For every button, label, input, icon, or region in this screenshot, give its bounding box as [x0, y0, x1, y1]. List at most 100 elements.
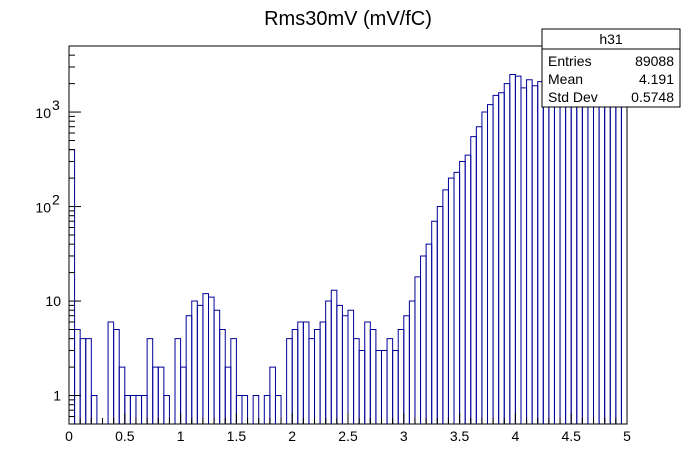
histogram-bin: [325, 300, 332, 424]
histogram-bin: [436, 206, 444, 424]
histogram-bin: [330, 289, 338, 424]
histogram-bin: [403, 315, 410, 424]
stats-row-value: 4.191: [639, 71, 674, 87]
histogram-bin: [302, 321, 310, 424]
x-tick-label: 5: [623, 428, 631, 444]
x-tick-label: 0: [65, 428, 73, 444]
histogram-bin: [408, 300, 416, 424]
histogram-bin: [375, 349, 382, 424]
histogram-bin: [141, 395, 148, 424]
histogram-bin: [124, 395, 131, 424]
histogram-bin: [358, 349, 366, 424]
histogram-bin: [542, 81, 550, 424]
x-tick-label: 4.5: [561, 428, 581, 444]
histogram-bin: [420, 255, 427, 424]
histogram-bin: [336, 304, 343, 424]
histogram-bin: [587, 87, 595, 424]
histogram-bin: [369, 329, 377, 424]
stats-row-value: 89088: [635, 53, 674, 69]
histogram-bin: [392, 349, 399, 424]
histogram-bin: [459, 160, 466, 424]
histogram-bin: [163, 395, 170, 424]
histogram-bin: [509, 73, 516, 424]
histogram-bin: [107, 321, 115, 424]
histogram-bin: [235, 395, 243, 424]
histogram-bin: [553, 75, 561, 424]
histogram-bin: [453, 171, 461, 424]
histogram-bin: [174, 338, 182, 424]
stats-row-label: Entries: [548, 53, 592, 69]
histogram-bin: [224, 366, 232, 424]
histogram-bin: [537, 81, 544, 424]
x-tick-label: 3.5: [450, 428, 470, 444]
histogram-bin: [269, 366, 276, 424]
histogram-bin: [431, 220, 438, 424]
histogram-bin: [353, 338, 360, 424]
x-tick-label: 2.5: [338, 428, 358, 444]
histogram-bin: [90, 395, 98, 424]
histogram-bin: [559, 77, 567, 424]
histogram-bin: [208, 296, 215, 424]
histogram-bin: [598, 92, 606, 424]
histogram-bin: [263, 395, 271, 424]
histogram-bin: [74, 329, 81, 424]
histogram-bin: [308, 338, 316, 424]
histogram-bin: [191, 300, 198, 424]
histogram-bin: [241, 395, 249, 424]
stats-row-label: Mean: [548, 71, 583, 87]
histogram-bin: [314, 329, 321, 424]
histogram-bin: [487, 104, 494, 424]
stats-row-value: 0.5748: [631, 89, 674, 105]
histogram-bin: [341, 315, 349, 424]
histogram-bin: [297, 321, 304, 424]
histogram-bin: [565, 77, 572, 424]
histogram-bin: [118, 366, 126, 424]
histogram-bin: [185, 315, 193, 424]
stats-row-label: Std Dev: [548, 89, 598, 105]
histogram-bin: [615, 100, 622, 424]
histogram-bin: [604, 94, 611, 424]
histogram-bin: [447, 177, 455, 424]
histogram-bin: [470, 136, 477, 424]
histogram-bin: [593, 92, 600, 424]
stats-box-frame: [541, 28, 681, 108]
histogram-bin: [213, 309, 221, 424]
x-tick-label: 0.5: [115, 428, 135, 444]
histogram-bin: [464, 154, 472, 424]
histogram-bin: [570, 79, 578, 424]
histogram-bin: [252, 395, 260, 424]
histogram-bin: [531, 85, 539, 424]
histogram-bin: [425, 243, 433, 424]
histogram-bin: [79, 338, 87, 424]
histogram-bin: [581, 85, 589, 424]
histogram-bin: [414, 276, 422, 424]
stats-box: h31 Entries 89088 Mean 4.191 Std Dev 0.5748: [541, 28, 681, 108]
histogram-bin: [146, 338, 154, 424]
histogram-bin: [442, 189, 449, 424]
histogram-bin: [129, 395, 137, 424]
histogram-bin: [386, 338, 394, 424]
histogram-bin: [380, 349, 388, 424]
histogram-bin: [230, 338, 237, 424]
histogram-bin: [526, 79, 533, 424]
histogram-bin: [85, 338, 92, 424]
histogram-bin: [157, 366, 165, 424]
chart-title: Rms30mV (mV/fC): [264, 8, 432, 30]
histogram-bin: [514, 75, 522, 424]
y-tick-label: 10: [45, 293, 61, 309]
histogram-bin: [274, 395, 282, 424]
histogram-bin: [202, 293, 209, 424]
histogram-bin: [319, 321, 327, 424]
histogram-bin: [503, 83, 511, 424]
histogram-bin: [113, 329, 120, 424]
histogram-bin: [196, 304, 204, 424]
x-tick-label: 3: [400, 428, 408, 444]
histogram-bin: [492, 94, 500, 424]
histogram-bin: [347, 309, 355, 424]
histogram-bin: [520, 87, 528, 424]
series-h31: [68, 72, 628, 424]
histogram-bin: [219, 329, 226, 424]
histogram-bin: [286, 338, 293, 424]
